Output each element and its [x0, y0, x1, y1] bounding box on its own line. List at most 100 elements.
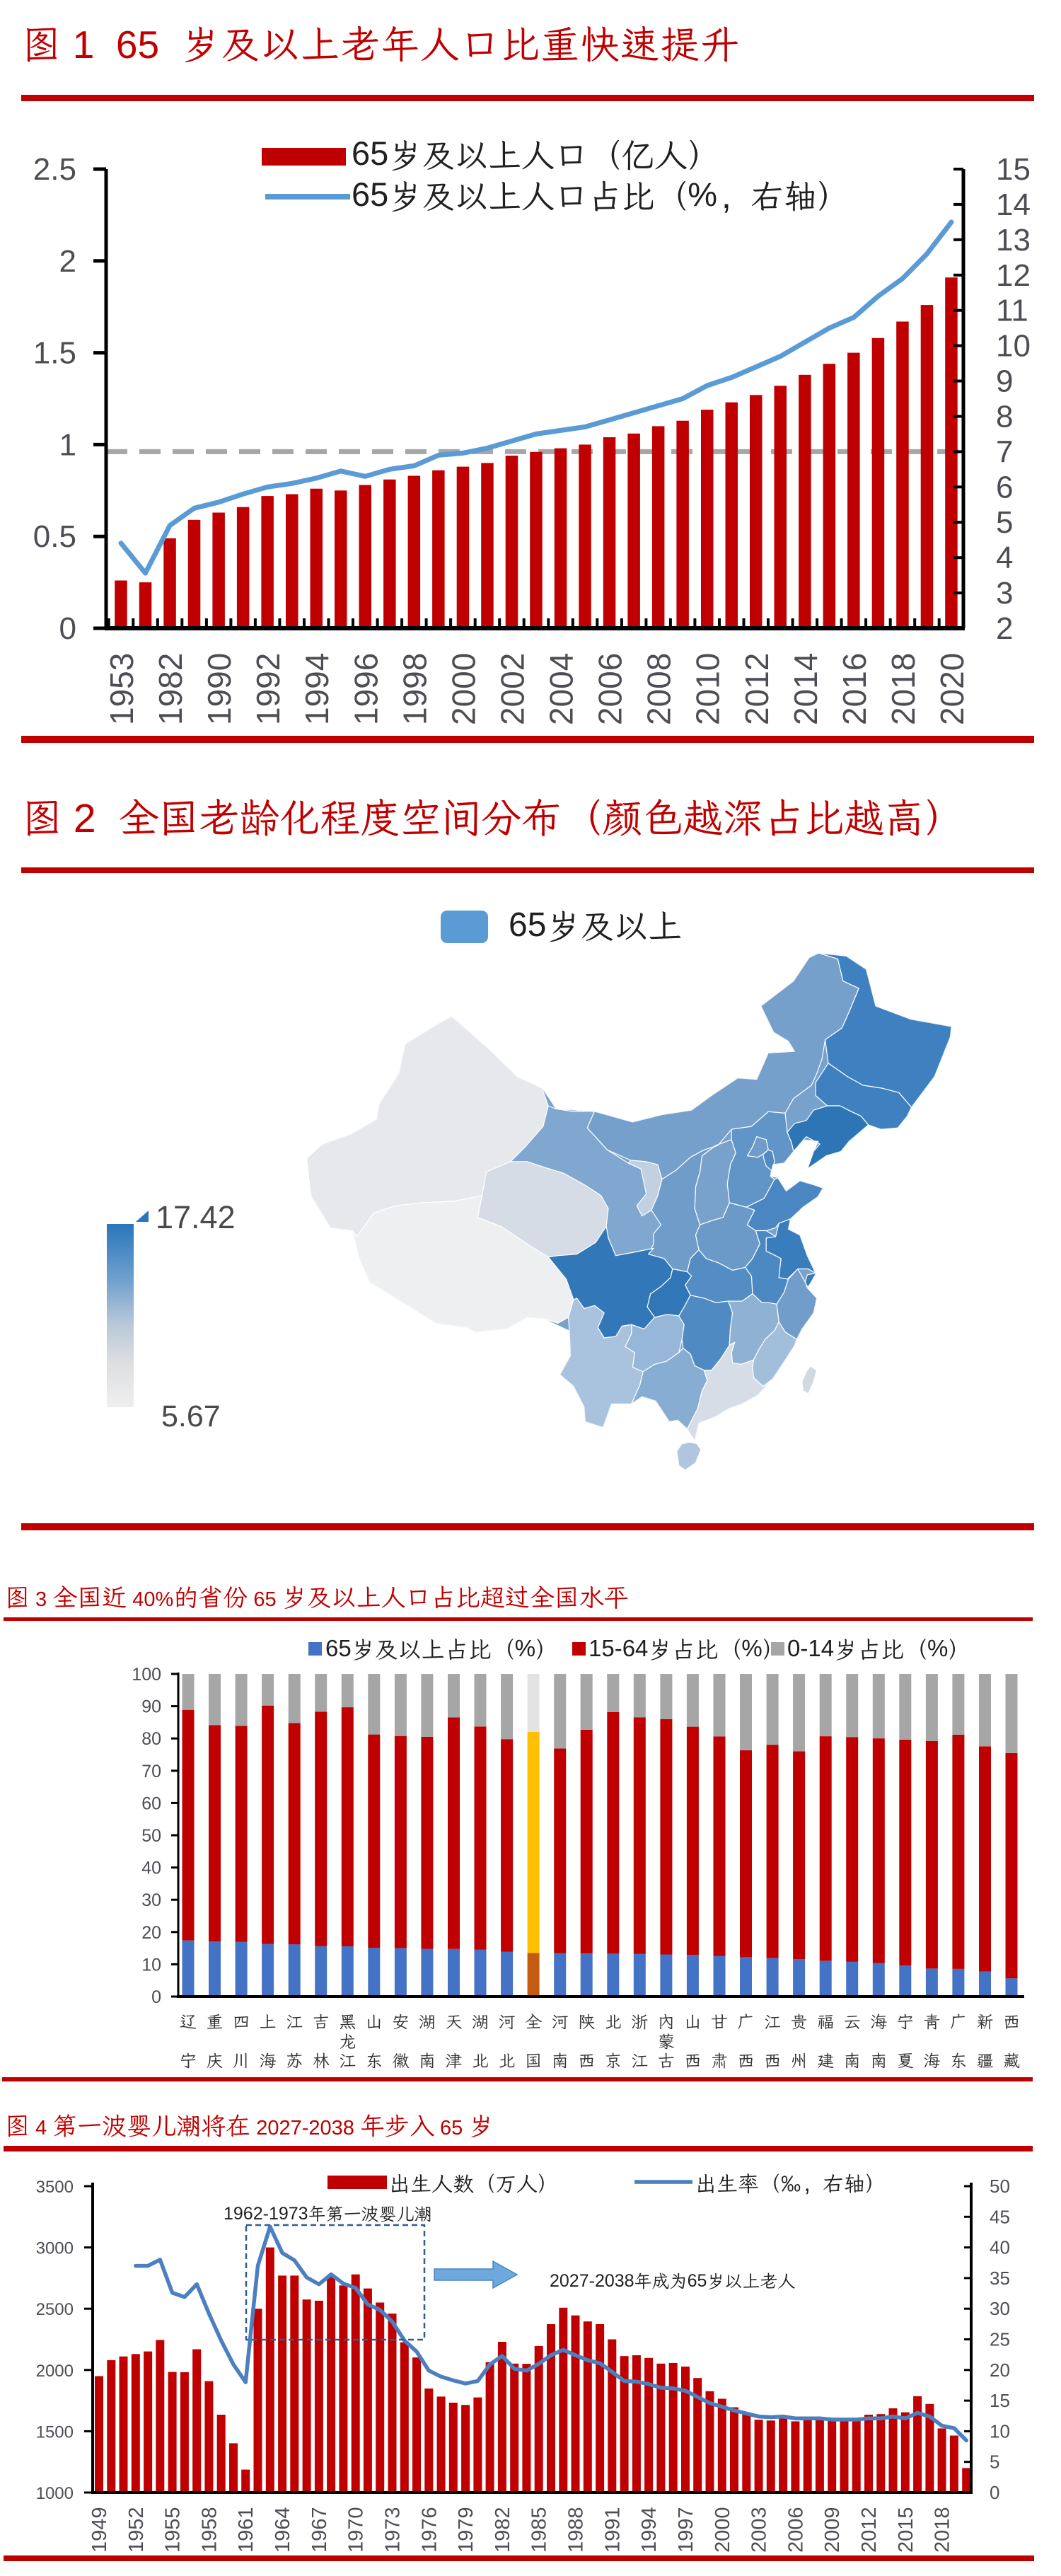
svg-text:2008: 2008	[641, 653, 678, 725]
svg-text:13: 13	[996, 223, 1031, 258]
svg-text:3000: 3000	[36, 2239, 74, 2258]
svg-text:1.5: 1.5	[33, 336, 76, 371]
svg-text:2012: 2012	[858, 2507, 881, 2553]
svg-text:2006: 2006	[592, 653, 629, 725]
svg-text:1982: 1982	[152, 653, 189, 725]
svg-text:4: 4	[996, 541, 1013, 575]
svg-text:60: 60	[141, 1794, 161, 1813]
svg-text:2010: 2010	[690, 653, 726, 725]
svg-text:15: 15	[996, 152, 1031, 187]
svg-text:2015: 2015	[895, 2507, 917, 2553]
svg-text:12: 12	[996, 258, 1031, 293]
svg-text:2003: 2003	[748, 2507, 771, 2553]
svg-text:2006: 2006	[784, 2507, 807, 2553]
svg-text:10: 10	[990, 2420, 1010, 2442]
svg-text:1994: 1994	[638, 2507, 661, 2553]
svg-text:%: %	[741, 1635, 762, 1661]
svg-text:90: 90	[141, 1697, 161, 1717]
svg-text:1500: 1500	[36, 2422, 74, 2442]
svg-text:,: ,	[804, 2170, 811, 2196]
svg-text:9: 9	[996, 364, 1013, 399]
svg-text:65: 65	[434, 2117, 468, 2139]
svg-text:2: 2	[59, 244, 76, 279]
svg-text:3: 3	[996, 576, 1013, 611]
svg-text:1955: 1955	[162, 2507, 185, 2553]
svg-text:20: 20	[990, 2360, 1010, 2381]
svg-text:1953: 1953	[103, 653, 140, 725]
svg-text:10: 10	[141, 1955, 161, 1975]
svg-text:65: 65	[509, 906, 546, 944]
svg-text:2000: 2000	[36, 2362, 74, 2381]
svg-text:40: 40	[141, 1859, 161, 1878]
svg-text:%: %	[515, 1635, 535, 1661]
svg-text:1964: 1964	[272, 2507, 294, 2553]
svg-text:0.5: 0.5	[33, 519, 76, 554]
svg-text:65: 65	[352, 134, 388, 172]
svg-text:30: 30	[990, 2298, 1010, 2319]
svg-text:25: 25	[990, 2329, 1010, 2350]
svg-text:2012: 2012	[738, 653, 775, 725]
svg-text:15-64: 15-64	[589, 1635, 648, 1661]
svg-text:5.67: 5.67	[161, 1399, 221, 1433]
svg-text:1967: 1967	[308, 2507, 331, 2553]
svg-text:2009: 2009	[821, 2507, 844, 2553]
svg-text:2016: 2016	[836, 653, 873, 725]
svg-text:1996: 1996	[347, 653, 384, 725]
svg-text:2027-2038: 2027-2038	[250, 2117, 360, 2139]
svg-text:1970: 1970	[345, 2507, 368, 2553]
svg-text:3500: 3500	[36, 2178, 74, 2197]
svg-text:2000: 2000	[445, 653, 482, 725]
svg-text:4: 4	[30, 2117, 52, 2139]
svg-text:1: 1	[59, 427, 76, 462]
svg-text:3: 3	[30, 1588, 52, 1611]
svg-text:2027-2038: 2027-2038	[550, 2271, 634, 2291]
svg-text:1976: 1976	[418, 2507, 441, 2553]
svg-text:11: 11	[996, 294, 1028, 328]
svg-text:17.42: 17.42	[156, 1199, 236, 1235]
svg-text:1990: 1990	[201, 653, 238, 725]
svg-text:8: 8	[996, 400, 1013, 434]
svg-text:2.5: 2.5	[33, 152, 76, 187]
svg-text:2002: 2002	[494, 653, 531, 725]
svg-text:1982: 1982	[492, 2507, 514, 2553]
svg-text:0: 0	[59, 611, 76, 646]
svg-text:65: 65	[248, 1588, 282, 1611]
svg-text:2500: 2500	[36, 2300, 74, 2319]
svg-text:1979: 1979	[455, 2507, 477, 2553]
svg-text:7: 7	[996, 434, 1013, 469]
svg-text:2018: 2018	[885, 653, 922, 725]
svg-text:0: 0	[990, 2482, 999, 2503]
svg-text:1962-1973: 1962-1973	[224, 2204, 308, 2224]
svg-text:1958: 1958	[198, 2507, 221, 2553]
svg-text:65: 65	[688, 2271, 707, 2291]
svg-text:45: 45	[990, 2206, 1010, 2227]
svg-text:5: 5	[996, 505, 1013, 540]
svg-text:1994: 1994	[298, 653, 335, 725]
svg-text:15: 15	[990, 2390, 1010, 2411]
svg-text:50: 50	[990, 2176, 1010, 2197]
svg-text:20: 20	[141, 1923, 161, 1943]
svg-text:6: 6	[996, 470, 1013, 504]
svg-text:70: 70	[141, 1762, 161, 1781]
svg-text:40%: 40%	[127, 1588, 173, 1611]
svg-text:1949: 1949	[88, 2507, 111, 2553]
svg-text:1952: 1952	[125, 2507, 148, 2553]
svg-text:0-14: 0-14	[787, 1635, 834, 1661]
svg-text:50: 50	[141, 1826, 161, 1846]
svg-text:30: 30	[141, 1890, 161, 1910]
svg-text:1988: 1988	[565, 2507, 588, 2553]
svg-text:5: 5	[990, 2451, 999, 2473]
svg-text:,: ,	[721, 175, 731, 216]
svg-text:100: 100	[132, 1665, 161, 1685]
svg-text:2018: 2018	[932, 2507, 954, 2553]
svg-text:%: %	[927, 1635, 948, 1661]
svg-text:1998: 1998	[396, 653, 433, 725]
svg-text:80: 80	[141, 1729, 161, 1749]
svg-text:65: 65	[352, 175, 388, 213]
svg-text:65: 65	[325, 1635, 352, 1661]
svg-text:0: 0	[151, 1987, 161, 2007]
svg-text:2: 2	[996, 611, 1013, 646]
svg-text:1985: 1985	[528, 2507, 551, 2553]
svg-text:1992: 1992	[250, 653, 286, 725]
svg-text:1991: 1991	[601, 2507, 624, 2553]
